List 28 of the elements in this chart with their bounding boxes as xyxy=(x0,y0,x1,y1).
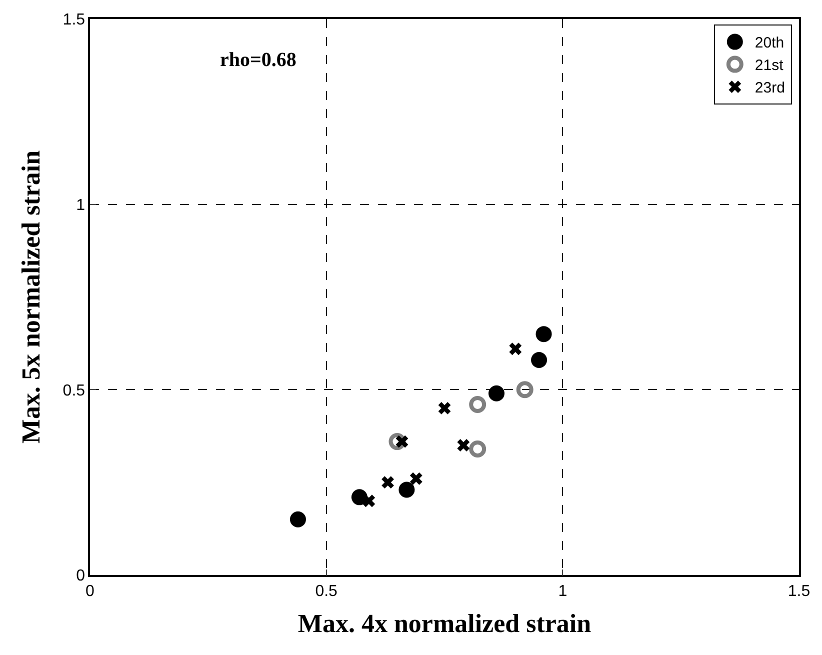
x-tick-label: 1.5 xyxy=(788,582,810,600)
y-tick-label: 1.5 xyxy=(62,12,86,29)
point xyxy=(509,342,522,356)
point xyxy=(382,476,394,489)
point xyxy=(398,482,415,498)
point xyxy=(469,396,486,413)
annotation: rho=0.68 xyxy=(220,49,296,71)
y-tick-label: 0.5 xyxy=(62,382,86,400)
point xyxy=(362,494,376,508)
point xyxy=(457,439,470,452)
point xyxy=(531,352,548,368)
point xyxy=(516,381,534,398)
point xyxy=(388,433,406,450)
y-axis-title: Max. 5x normalized strain xyxy=(16,150,46,444)
y-tick-label: 1 xyxy=(76,196,86,214)
point xyxy=(536,326,552,342)
x-axis-title: Max. 4x normalized strain xyxy=(298,609,592,638)
point xyxy=(438,402,451,414)
legend-label: 21st xyxy=(754,57,784,74)
y-tick-label: 0 xyxy=(76,568,86,585)
x-tick-label: 0.5 xyxy=(315,582,338,600)
legend-label: 20th xyxy=(754,34,784,52)
point xyxy=(290,511,306,528)
point xyxy=(469,440,486,458)
point xyxy=(488,385,504,402)
legend-label: 23rd xyxy=(754,80,785,97)
x-tick-label: 1 xyxy=(558,582,568,600)
point xyxy=(410,472,422,485)
